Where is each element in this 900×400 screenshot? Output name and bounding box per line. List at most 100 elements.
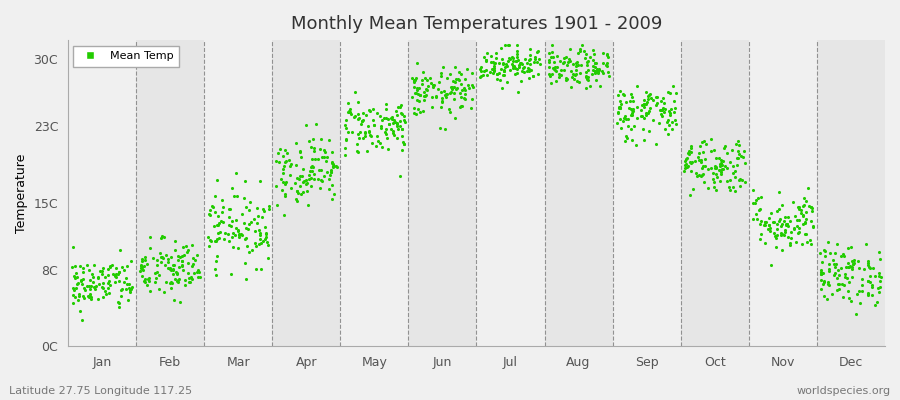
Point [630,83,644,89]
Point [580,62,594,68]
Point [262,206,276,212]
Point [111,271,125,277]
Point [570,77,584,84]
Point [678,158,692,164]
Point [175,258,189,264]
Point [649,102,663,108]
Point [134,266,148,273]
Point [706,179,721,186]
Point [710,174,724,180]
Point [562,56,577,62]
Point [102,278,116,284]
Point [683,192,698,198]
Point [662,111,677,118]
Point [412,97,427,104]
Point [520,64,535,71]
Point [612,104,626,110]
Point [544,80,558,87]
Point [503,67,517,73]
Point [796,202,811,209]
Point [499,60,513,67]
Point [731,147,745,154]
Point [317,154,331,160]
Point [135,273,149,279]
Point [841,288,855,294]
Point [98,291,112,298]
Point [669,90,683,96]
Point [835,294,850,300]
Point [156,255,170,261]
Point [304,156,319,162]
Point [580,59,594,65]
Point [589,60,603,66]
Point [822,261,836,267]
Point [487,68,501,74]
Point [452,76,466,83]
Point [617,112,632,119]
Point [379,101,393,108]
Point [167,275,182,282]
Point [732,151,746,158]
Point [416,69,430,76]
Point [664,119,679,126]
Point [841,245,855,251]
Point [588,68,602,74]
Point [134,258,148,264]
Point [731,138,745,144]
Point [338,144,353,151]
Point [625,106,639,113]
Point [186,261,201,268]
Point [161,256,176,262]
Point [792,225,806,232]
Point [279,179,293,186]
Point [843,244,858,250]
Point [519,60,534,66]
Point [394,102,409,108]
Point [253,232,267,239]
Point [723,187,737,194]
Point [842,279,856,286]
Point [508,70,523,77]
Point [181,270,195,276]
Point [653,111,668,118]
Point [786,199,800,206]
Point [429,93,444,99]
Point [112,269,126,276]
Point [806,224,821,230]
Point [581,76,596,83]
Point [417,89,431,95]
Point [815,280,830,287]
Point [309,121,323,127]
Point [720,150,734,156]
Point [311,167,326,173]
Point [720,178,734,184]
Point [639,112,653,118]
Point [137,263,151,269]
Point [542,71,556,77]
Point [438,92,453,98]
Point [142,234,157,240]
Point [634,113,649,120]
Point [736,148,751,154]
Point [738,178,752,185]
Point [714,171,728,177]
Point [381,116,395,122]
Point [289,140,303,146]
Point [599,63,614,69]
Point [638,89,652,96]
Point [531,48,545,55]
Point [712,167,726,173]
Point [277,212,292,218]
Point [680,163,695,170]
Point [408,77,422,84]
Point [343,106,357,113]
Point [421,83,436,89]
Point [344,111,358,117]
Point [510,54,525,60]
Point [190,252,204,258]
Point [486,59,500,65]
Bar [340,40,409,346]
Point [834,281,849,288]
Point [409,111,423,118]
Point [148,275,163,282]
